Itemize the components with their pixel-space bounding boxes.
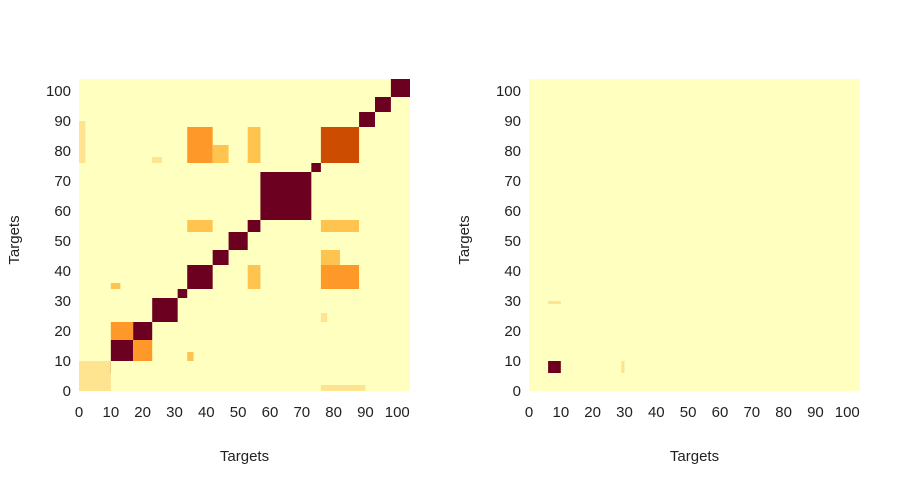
y-tick-label: 30: [54, 293, 71, 310]
heatmap-cell-block: [548, 301, 561, 304]
heatmap-cell-block: [79, 361, 111, 391]
heatmap-cell-block: [187, 265, 213, 289]
x-tick-label: 20: [584, 404, 601, 421]
heatmap-cell-block: [133, 340, 153, 361]
y-axis-label: Targets: [456, 215, 473, 264]
heatmap-cell-block: [320, 127, 360, 163]
y-tick-label: 90: [504, 113, 521, 130]
heatmap-cell-block: [187, 220, 213, 232]
y-tick-label: 80: [504, 143, 521, 160]
heatmap-cell-block: [320, 313, 328, 322]
x-tick-label: 80: [325, 404, 342, 421]
x-tick-label: 50: [230, 404, 247, 421]
x-tick-label: 70: [293, 404, 310, 421]
y-tick-label: 60: [54, 203, 71, 220]
heatmap-right: 0 10 20 30 40 50 60 70 80 90 100 0 10 20 30 40 50 60 70 80 9…: [456, 79, 860, 465]
x-tick-label: 90: [807, 404, 824, 421]
x-tick-label: 90: [357, 404, 374, 421]
y-axis-label: Targets: [6, 215, 23, 264]
y-tick-label: 100: [46, 83, 71, 100]
y-tick-label: 0: [63, 383, 71, 400]
heatmap-background: [529, 79, 860, 391]
heatmap-cell-block: [212, 145, 229, 163]
x-tick-label: 40: [648, 404, 665, 421]
heatmap-cell-block: [320, 385, 366, 391]
heatmap-cell-block: [247, 265, 261, 289]
x-tick-label: 80: [775, 404, 792, 421]
x-tick-label: 60: [712, 404, 729, 421]
x-tick-label: 20: [134, 404, 151, 421]
x-tick-label: 30: [616, 404, 633, 421]
heatmap-left: 0 10 20 30 40 50 60 70 80 90 100 0 10 20 30 40 50 60 70 80 9…: [6, 79, 410, 465]
x-tick-label: 10: [102, 404, 119, 421]
x-tick-label: 0: [525, 404, 533, 421]
heatmap-cell-block: [374, 97, 391, 112]
x-tick-label: 70: [743, 404, 760, 421]
heatmap-cell-block: [359, 112, 375, 127]
y-tick-label: 50: [54, 233, 71, 250]
x-tick-label: 0: [75, 404, 83, 421]
heatmap-cell-block: [110, 340, 134, 361]
heatmap-cell-block: [212, 250, 229, 265]
x-tick-label: 30: [166, 404, 183, 421]
heatmap-cell-block: [187, 127, 213, 163]
y-tick-label: 30: [504, 293, 521, 310]
y-tick-label: 0: [513, 383, 521, 400]
heatmap-cell-block: [390, 79, 410, 97]
x-tick-label: 10: [552, 404, 569, 421]
y-tick-label: 90: [54, 113, 71, 130]
x-axis-label: Targets: [220, 448, 269, 465]
x-axis-label: Targets: [670, 448, 719, 465]
x-tick-label: 50: [680, 404, 697, 421]
x-tick-label: 100: [385, 404, 410, 421]
x-tick-label: 40: [198, 404, 215, 421]
x-tick-label: 60: [262, 404, 279, 421]
heatmap-cell-block: [228, 232, 248, 250]
y-tick-label: 70: [504, 173, 521, 190]
heatmap-cell-block: [247, 220, 261, 232]
heatmap-cell-block: [320, 265, 360, 289]
heatmap-cell-block: [133, 322, 153, 340]
y-tick-label: 40: [54, 263, 71, 280]
y-tick-label: 70: [54, 173, 71, 190]
y-tick-label: 100: [496, 83, 521, 100]
heatmap-cell-block: [110, 283, 121, 289]
heatmap-cell-block: [311, 163, 321, 172]
heatmap-cell-block: [110, 322, 134, 340]
y-tick-label: 40: [504, 263, 521, 280]
heatmap-cell-block: [79, 121, 86, 163]
heatmap-cell-block: [320, 250, 340, 265]
heatmap-cell-block: [621, 361, 625, 373]
heatmap-cell-block: [247, 127, 261, 163]
heatmap-cell-block: [152, 298, 178, 322]
heatmap-cell-block: [548, 361, 561, 373]
heatmap-cell-block: [260, 172, 312, 220]
y-tick-label: 20: [54, 323, 71, 340]
heatmap-cell-block: [177, 289, 188, 298]
y-tick-label: 80: [54, 143, 71, 160]
y-tick-label: 50: [504, 233, 521, 250]
y-tick-label: 60: [504, 203, 521, 220]
y-tick-label: 10: [504, 353, 521, 370]
heatmap-cell-block: [320, 220, 360, 232]
y-tick-label: 10: [54, 353, 71, 370]
y-tick-label: 20: [504, 323, 521, 340]
heatmap-cell-block: [187, 352, 194, 361]
x-tick-label: 100: [835, 404, 860, 421]
heatmap-cell-block: [152, 157, 162, 163]
